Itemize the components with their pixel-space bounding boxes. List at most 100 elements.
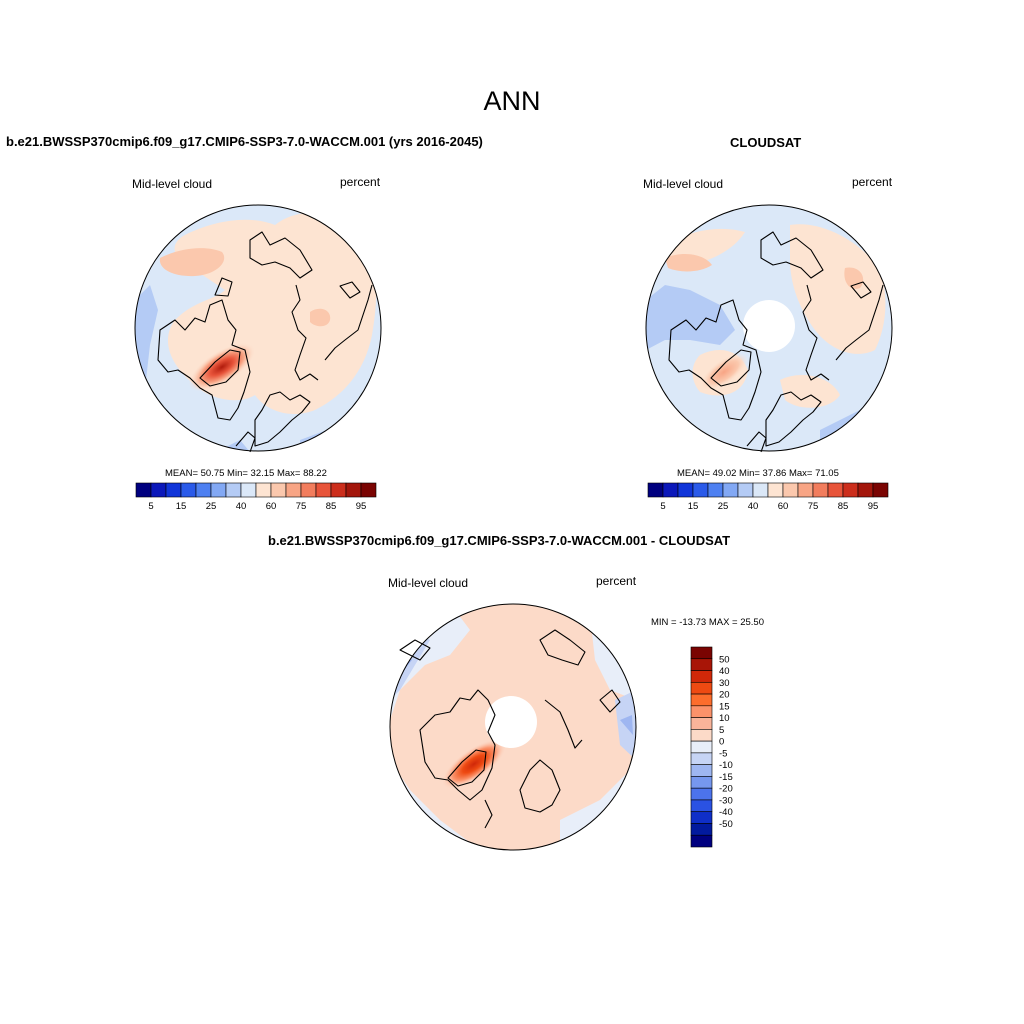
panel-diff-colorbar-swatch xyxy=(690,705,713,718)
panel-model-colorbar-swatch xyxy=(225,482,242,498)
panel-obs-colorbar-swatch xyxy=(767,482,784,498)
panel-diff-colorbar-swatch xyxy=(690,764,713,777)
panel-diff-colorbar-tick-label: 10 xyxy=(719,713,730,724)
panel-diff-colorbar-tick-label: 15 xyxy=(719,701,730,712)
panel-obs-colorbar-swatch xyxy=(647,482,664,498)
panel-diff-colorbar-swatch xyxy=(690,799,713,813)
panel-obs-colorbar-tick-label: 75 xyxy=(808,501,819,512)
panel-diff-colorbar-tick-label: -15 xyxy=(719,772,733,783)
panel-diff-border xyxy=(389,603,637,851)
panel-diff-colorbar-swatch xyxy=(690,717,713,730)
panel-model-colorbar-tick-label: 95 xyxy=(356,501,367,512)
panel-obs-colorbar-swatch xyxy=(677,482,694,498)
panel-diff-colorbar-swatch xyxy=(690,834,713,848)
panel-obs-colorbar-swatch xyxy=(752,482,769,498)
panel-obs-colorbar-swatch xyxy=(722,482,739,498)
panel-obs-colorbar-swatch xyxy=(797,482,814,498)
panel-diff-colorbar-swatch xyxy=(690,787,713,801)
panel-diff-colorbar-swatch xyxy=(690,752,713,765)
panel-model-colorbar-swatch xyxy=(210,482,227,498)
panel-model-colorbar-swatch xyxy=(255,482,272,498)
panel-obs-colorbar-swatch xyxy=(857,482,874,498)
panel-diff-missing-pole xyxy=(485,696,537,748)
panel-model-colorbar-swatch xyxy=(315,482,332,498)
panel-model-colorbar-tick-label: 60 xyxy=(266,501,277,512)
panel-obs-variable-label: Mid-level cloud xyxy=(643,177,724,191)
panel-model-colorbar-swatch xyxy=(345,482,362,498)
panel-model-colorbar-tick-label: 85 xyxy=(326,501,337,512)
panel-diff-colorbar-swatch xyxy=(690,740,713,754)
panel-obs-colorbar-tick-label: 5 xyxy=(660,501,665,512)
panel-diff-stats: MIN = -13.73 MAX = 25.50 xyxy=(651,617,765,628)
panel-obs-title: CLOUDSAT xyxy=(730,135,802,150)
panel-diff-colorbar-tick-label: 30 xyxy=(719,678,730,689)
panel-model-colorbar-swatch xyxy=(300,482,317,498)
panel-diff-colorbar-swatch xyxy=(690,646,713,660)
panel-obs-colorbar-swatch xyxy=(707,482,724,498)
panel-model-colorbar-swatch xyxy=(270,482,287,498)
panel-obs-hotspot xyxy=(700,353,748,391)
panel-diff-colorbar-tick-label: -30 xyxy=(719,795,733,806)
panel-model-variable-label: Mid-level cloud xyxy=(132,177,213,191)
panel-diff-colorbar-tick-label: 40 xyxy=(719,666,730,677)
panel-obs-coastline xyxy=(668,231,884,453)
panel-model-colorbar-swatch xyxy=(285,482,302,498)
panel-diff-colorbar-swatch xyxy=(690,811,713,824)
panel-diff-colorbar-tick-label: -5 xyxy=(719,748,727,759)
panel-obs-stats: MEAN= 49.02 Min= 37.86 Max= 71.05 xyxy=(677,468,839,479)
panel-diff-colorbar-swatch xyxy=(690,729,713,742)
panel-obs-colorbar-tick-label: 25 xyxy=(718,501,729,512)
coastlines xyxy=(157,231,884,829)
panel-model-colorbar-tick-label: 75 xyxy=(296,501,307,512)
panel-diff-colorbar-swatch xyxy=(690,823,713,836)
panel-obs-missing-pole xyxy=(743,300,795,352)
panel-obs-colorbar-tick-label: 40 xyxy=(748,501,759,512)
figure-title: ANN xyxy=(483,86,541,116)
panel-diff-colorbar-tick-label: 50 xyxy=(719,654,730,665)
panel-model-colorbar-tick-label: 25 xyxy=(206,501,217,512)
panel-model-units-label: percent xyxy=(340,175,381,189)
panel-diff-map xyxy=(390,604,636,850)
panel-obs-colorbar-swatch xyxy=(827,482,844,498)
panel-diff-units-label: percent xyxy=(596,574,637,588)
panel-model-colorbar-swatch xyxy=(150,482,167,498)
panel-obs-colorbar-swatch xyxy=(692,482,709,498)
panel-model-colorbar-swatch xyxy=(330,482,347,498)
panel-obs-colorbar-swatch xyxy=(812,482,829,498)
panel-diff-colorbar-tick-label: -10 xyxy=(719,760,733,771)
panel-obs-colorbar-swatch xyxy=(782,482,799,498)
panel-obs-border xyxy=(645,204,893,452)
panel-model-map xyxy=(135,205,381,451)
panel-diff-colorbar-swatch xyxy=(690,693,713,707)
panel-obs-units-label: percent xyxy=(852,175,893,189)
panel-obs-colorbar-tick-label: 60 xyxy=(778,501,789,512)
panel-obs-colorbar-swatch xyxy=(872,482,889,498)
panel-diff-colorbar-tick-label: 20 xyxy=(719,690,730,701)
panel-obs-colorbar-tick-label: 85 xyxy=(838,501,849,512)
panel-obs-colorbar-tick-label: 95 xyxy=(868,501,879,512)
panel-diff-colorbar-swatch xyxy=(690,658,713,671)
panel-diff-hotspot xyxy=(441,738,507,790)
panel-obs-colorbar-tick-label: 15 xyxy=(688,501,699,512)
panel-diff-colorbar-swatch xyxy=(690,670,713,683)
panel-diff-coastline xyxy=(399,629,621,829)
panel-obs-colorbar-swatch xyxy=(737,482,754,498)
panel-diff-colorbar-swatch xyxy=(690,776,713,789)
panel-diff-colorbar-tick-label: 5 xyxy=(719,725,724,736)
panel-model-colorbar-swatch xyxy=(360,482,377,498)
panel-diff-colorbar-tick-label: 0 xyxy=(719,737,724,748)
panel-model-stats: MEAN= 50.75 Min= 32.15 Max= 88.22 xyxy=(165,468,327,479)
panel-model-hotspot xyxy=(188,342,256,392)
panel-diff-colorbar-tick-label: -40 xyxy=(719,807,733,818)
panel-model-colorbar-swatch xyxy=(180,482,197,498)
panel-obs-region-warm-2 xyxy=(665,254,864,289)
panel-diff-colorbar-tick-label: -20 xyxy=(719,784,733,795)
panel-obs-band-blue xyxy=(646,285,892,451)
panel-model-colorbar-tick-label: 5 xyxy=(148,501,153,512)
panel-model-colorbar-swatch xyxy=(195,482,212,498)
panel-diff-variable-label: Mid-level cloud xyxy=(388,576,469,590)
panel-diff-title: b.e21.BWSSP370cmip6.f09_g17.CMIP6-SSP3-7… xyxy=(268,533,731,548)
panel-obs-colorbar-swatch xyxy=(842,482,859,498)
